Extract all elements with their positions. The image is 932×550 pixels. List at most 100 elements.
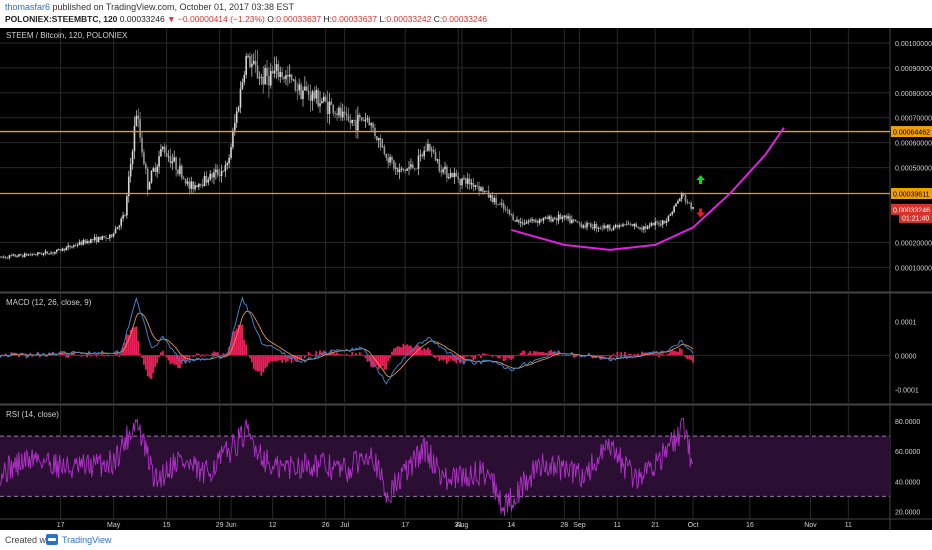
candle-body-366 [692,207,694,209]
candle-body-177 [334,113,336,114]
candle-body-346 [654,221,656,226]
macd-hist-bar-319 [603,355,605,357]
macd-hist-bar-83 [156,355,159,364]
candle-body-51 [95,237,98,243]
candle-body-5 [8,255,11,259]
candle-body-31 [57,249,60,251]
candle-body-278 [525,222,528,224]
macd-hist-bar-52 [97,354,100,356]
candle-body-362 [684,195,687,202]
axis-layer: 0.00100000 0.00090000 0.00080000 0.00070000… [57,41,932,529]
macd-hist-bar-235 [444,355,446,360]
macd-hist-bar-79 [148,355,151,378]
price-tick-label-6: 0.00020000 [895,240,932,247]
candle-body-303 [572,219,575,221]
macd-hist-bar-78 [146,355,149,377]
macd-hist-bar-360 [680,349,683,356]
macd-hist-bar-72 [135,326,138,356]
tradingview-brand-link[interactable]: TradingView [62,535,112,545]
rsi-tick-label-1: 60.0000 [895,449,920,456]
macd-hist-bar-212 [400,347,403,356]
candle-body-299 [565,215,567,219]
chart-area[interactable]: 0.00100000 0.00090000 0.00080000 0.00070000… [0,28,932,530]
macd-hist-bar-71 [133,327,136,356]
candle-body-33 [61,248,64,251]
candle-body-87 [163,146,166,153]
macd-hist-bar-69 [129,329,132,356]
macd-hist-bar-206 [389,355,391,359]
candle-body-229 [432,149,435,153]
candle-body-262 [495,197,497,204]
macd-hist-bar-271 [512,355,515,359]
price-tick-label-2: 0.00080000 [895,91,932,98]
macd-hist-bar-51 [95,355,98,357]
macd-hist-bar-301 [569,355,571,356]
macd-hist-bar-225 [425,349,427,356]
macd-hist-bar-363 [686,355,689,360]
macd-hist-bar-357 [675,351,677,356]
candle-body-220 [415,168,418,170]
macd-hist-bar-297 [561,355,564,356]
macd-hist-bar-192 [362,355,365,356]
candle-body-280 [529,220,532,222]
candle-body-264 [499,204,501,205]
candle-body-28 [52,252,54,254]
candle-body-203 [383,146,386,154]
macd-hist-bar-209 [394,347,397,356]
macd-hist-bar-269 [508,355,511,359]
candle-body-12 [21,255,24,258]
candle-body-24 [44,251,47,253]
macd-hist-bar-141 [266,355,268,367]
macd-hist-bar-49 [91,355,94,356]
candle-body-235 [444,166,446,170]
macd-hist-bar-146 [275,355,278,362]
candle-body-335 [633,223,636,227]
macd-hist-bar-321 [606,355,609,356]
macd-hist-bar-353 [667,353,670,356]
candle-body-75 [141,137,143,153]
candle-body-147 [277,64,280,77]
candle-body-310 [586,222,588,228]
rsi-band-fill [0,436,890,497]
candle-body-281 [531,219,533,221]
candle-body-58 [109,234,111,239]
candle-body-365 [690,202,692,209]
candle-body-46 [86,241,88,244]
candle-body-340 [643,226,645,230]
candle-body-113 [213,172,215,178]
candle-body-345 [652,223,655,226]
macd-hist-bar-270 [510,355,513,361]
candle-body-39 [73,245,75,247]
macd-hist-bar-253 [478,354,480,356]
macd-hist-bar-236 [445,355,448,364]
candle-body-117 [220,171,223,177]
candle-body-93 [175,157,177,170]
candle-body-155 [292,79,295,81]
macd-hist-bar-191 [360,354,363,356]
candle-body-296 [559,214,562,219]
candle-body-232 [438,159,441,171]
macd-hist-bar-208 [392,348,395,356]
candle-body-209 [394,167,397,169]
candle-body-26 [48,253,51,255]
candle-body-44 [82,240,85,245]
candle-body-42 [78,241,81,245]
candle-body-144 [271,71,274,74]
macd-hist-bar-89 [167,355,170,361]
candle-body-184 [347,115,350,121]
candle-body-259 [489,195,492,198]
hline-price-tag-0-bg [891,126,932,138]
candle-body-59 [110,234,113,237]
macd-hist-bar-137 [258,355,261,372]
chart-svg[interactable]: 0.00100000 0.00090000 0.00080000 0.00070000… [0,28,932,530]
macd-hist-bar-364 [688,355,691,360]
candle-body-193 [364,119,367,122]
candle-body-343 [648,225,651,227]
candle-body-221 [417,155,420,169]
candle-body-105 [198,183,200,188]
macd-hist-bar-282 [533,351,535,356]
candle-body-158 [298,84,300,91]
author-link[interactable]: thomasfar6 [5,2,51,12]
rsi-band-layer [0,435,890,497]
candle-body-48 [90,239,92,244]
